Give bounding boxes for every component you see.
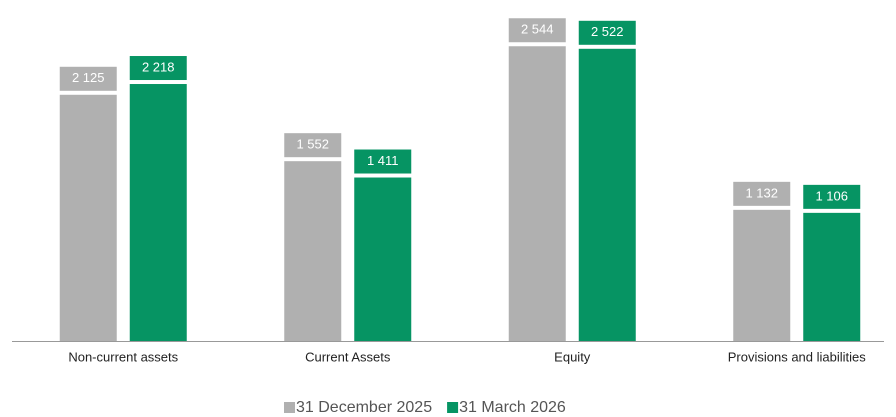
legend-swatch <box>284 402 295 413</box>
value-label: 2 522 <box>591 24 624 39</box>
bar <box>803 212 861 341</box>
bar <box>578 48 636 341</box>
x-tick-label: Provisions and liabilities <box>728 349 867 364</box>
bar <box>284 161 342 341</box>
value-label: 1 106 <box>815 188 848 203</box>
bar <box>59 94 117 341</box>
bar <box>354 177 412 341</box>
value-label-box <box>59 66 117 91</box>
value-label-box <box>129 56 187 81</box>
legend-label: 31 December 2025 <box>296 399 432 416</box>
value-label: 1 552 <box>296 137 329 152</box>
x-tick-label: Current Assets <box>305 349 391 364</box>
value-label-box <box>578 20 636 45</box>
value-label: 1 132 <box>745 185 778 200</box>
value-label: 1 411 <box>367 153 399 168</box>
bar <box>508 46 566 342</box>
value-label-box <box>803 184 861 209</box>
value-label: 2 125 <box>72 70 105 85</box>
x-tick-label: Non-current assets <box>68 349 178 364</box>
value-label: 2 544 <box>521 22 554 37</box>
bar <box>733 209 791 341</box>
value-label-box <box>354 149 412 174</box>
bar <box>129 84 187 341</box>
legend-swatch <box>447 402 459 413</box>
value-label-box <box>508 18 566 43</box>
value-label-box <box>733 181 791 206</box>
value-label: 2 218 <box>142 59 175 74</box>
x-tick-label: Equity <box>554 349 591 364</box>
legend-label: 31 March 2026 <box>459 399 566 416</box>
value-label-box <box>284 133 342 158</box>
